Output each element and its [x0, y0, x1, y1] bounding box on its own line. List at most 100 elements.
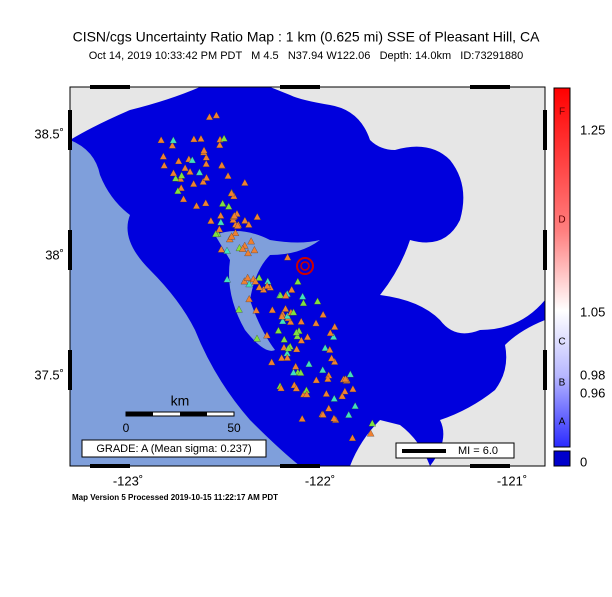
station	[174, 187, 182, 195]
station	[215, 140, 224, 148]
station	[215, 225, 224, 233]
station	[312, 319, 320, 327]
station	[243, 273, 252, 281]
epicenter	[300, 261, 310, 271]
station	[341, 375, 350, 383]
footer: Map Version 5 Processed 2019-10-15 11:22…	[72, 493, 278, 502]
station	[227, 189, 236, 197]
station	[297, 336, 306, 344]
station	[189, 179, 198, 187]
station	[160, 161, 168, 169]
grade-letter: D	[558, 215, 565, 226]
grade-letter: B	[559, 378, 566, 389]
station	[321, 344, 329, 351]
station	[281, 291, 290, 299]
station	[283, 353, 292, 361]
grade-letter: F	[559, 107, 565, 118]
grade-letter: A	[559, 417, 566, 428]
station	[338, 392, 346, 400]
station	[245, 295, 253, 303]
station	[292, 384, 301, 392]
land	[70, 87, 200, 140]
scale-label: 0	[123, 421, 130, 435]
station	[292, 328, 301, 336]
station	[263, 331, 271, 339]
station	[305, 360, 313, 368]
map	[70, 87, 545, 466]
station	[280, 335, 288, 343]
station	[224, 171, 232, 179]
station	[195, 168, 204, 176]
station	[294, 277, 302, 285]
station	[344, 410, 353, 418]
station	[278, 312, 286, 320]
station	[238, 244, 247, 252]
station	[181, 164, 189, 172]
scale-label: 50	[227, 421, 241, 435]
station	[241, 216, 249, 224]
lon-label: -122˚	[305, 473, 335, 488]
station	[293, 332, 302, 340]
color-bar-min	[553, 450, 571, 467]
station	[200, 146, 208, 154]
station	[220, 134, 228, 142]
station	[241, 178, 249, 186]
ocean	[70, 140, 300, 466]
scale-bar: km 0 50	[123, 393, 241, 435]
stations	[157, 111, 377, 442]
station	[324, 374, 332, 382]
station	[227, 232, 236, 240]
station	[327, 354, 336, 362]
station	[277, 354, 286, 361]
lon-label: -121˚	[497, 473, 527, 488]
land	[270, 87, 545, 334]
scale-bar-seg	[180, 412, 207, 416]
station	[177, 184, 185, 192]
station	[171, 174, 180, 182]
lat-label: 38.5˚	[34, 126, 64, 141]
station	[199, 177, 207, 185]
station	[303, 390, 311, 398]
station	[179, 195, 188, 203]
station	[245, 220, 253, 228]
station	[289, 308, 298, 316]
epicenter	[296, 257, 314, 275]
station	[169, 169, 178, 177]
station	[255, 273, 263, 281]
station	[330, 394, 338, 402]
color-bar-tick: 1.05	[580, 304, 605, 319]
station	[303, 333, 312, 341]
color-bar: F D C B A 1.25 1.05 0.98 0.96 0	[553, 87, 605, 469]
station	[218, 199, 227, 207]
station	[299, 299, 308, 307]
station	[217, 245, 226, 253]
station	[276, 291, 285, 299]
station	[312, 376, 321, 384]
lat-label: 37.5˚	[34, 367, 64, 382]
scale-unit: km	[171, 393, 190, 409]
station	[322, 389, 331, 397]
station	[233, 221, 242, 229]
station	[251, 277, 260, 285]
legend-label: MI = 6.0	[458, 445, 498, 457]
station	[292, 345, 301, 353]
station	[202, 159, 210, 167]
color-bar-tick: 0.98	[580, 367, 605, 382]
station	[366, 429, 375, 437]
station	[186, 167, 194, 175]
bay	[215, 231, 320, 351]
station	[177, 171, 186, 179]
station	[341, 387, 349, 395]
station	[330, 357, 339, 365]
station	[240, 277, 249, 285]
station	[216, 211, 225, 219]
station	[205, 113, 214, 121]
lon-label: -123˚	[113, 473, 143, 488]
station	[351, 402, 359, 409]
subtitle: Oct 14, 2019 10:33:42 PM PDT M 4.5 N37.9…	[89, 50, 524, 62]
grade-box	[81, 439, 267, 458]
color-bar-tick: 1.25	[580, 122, 605, 137]
station	[267, 358, 276, 366]
station	[174, 157, 183, 165]
